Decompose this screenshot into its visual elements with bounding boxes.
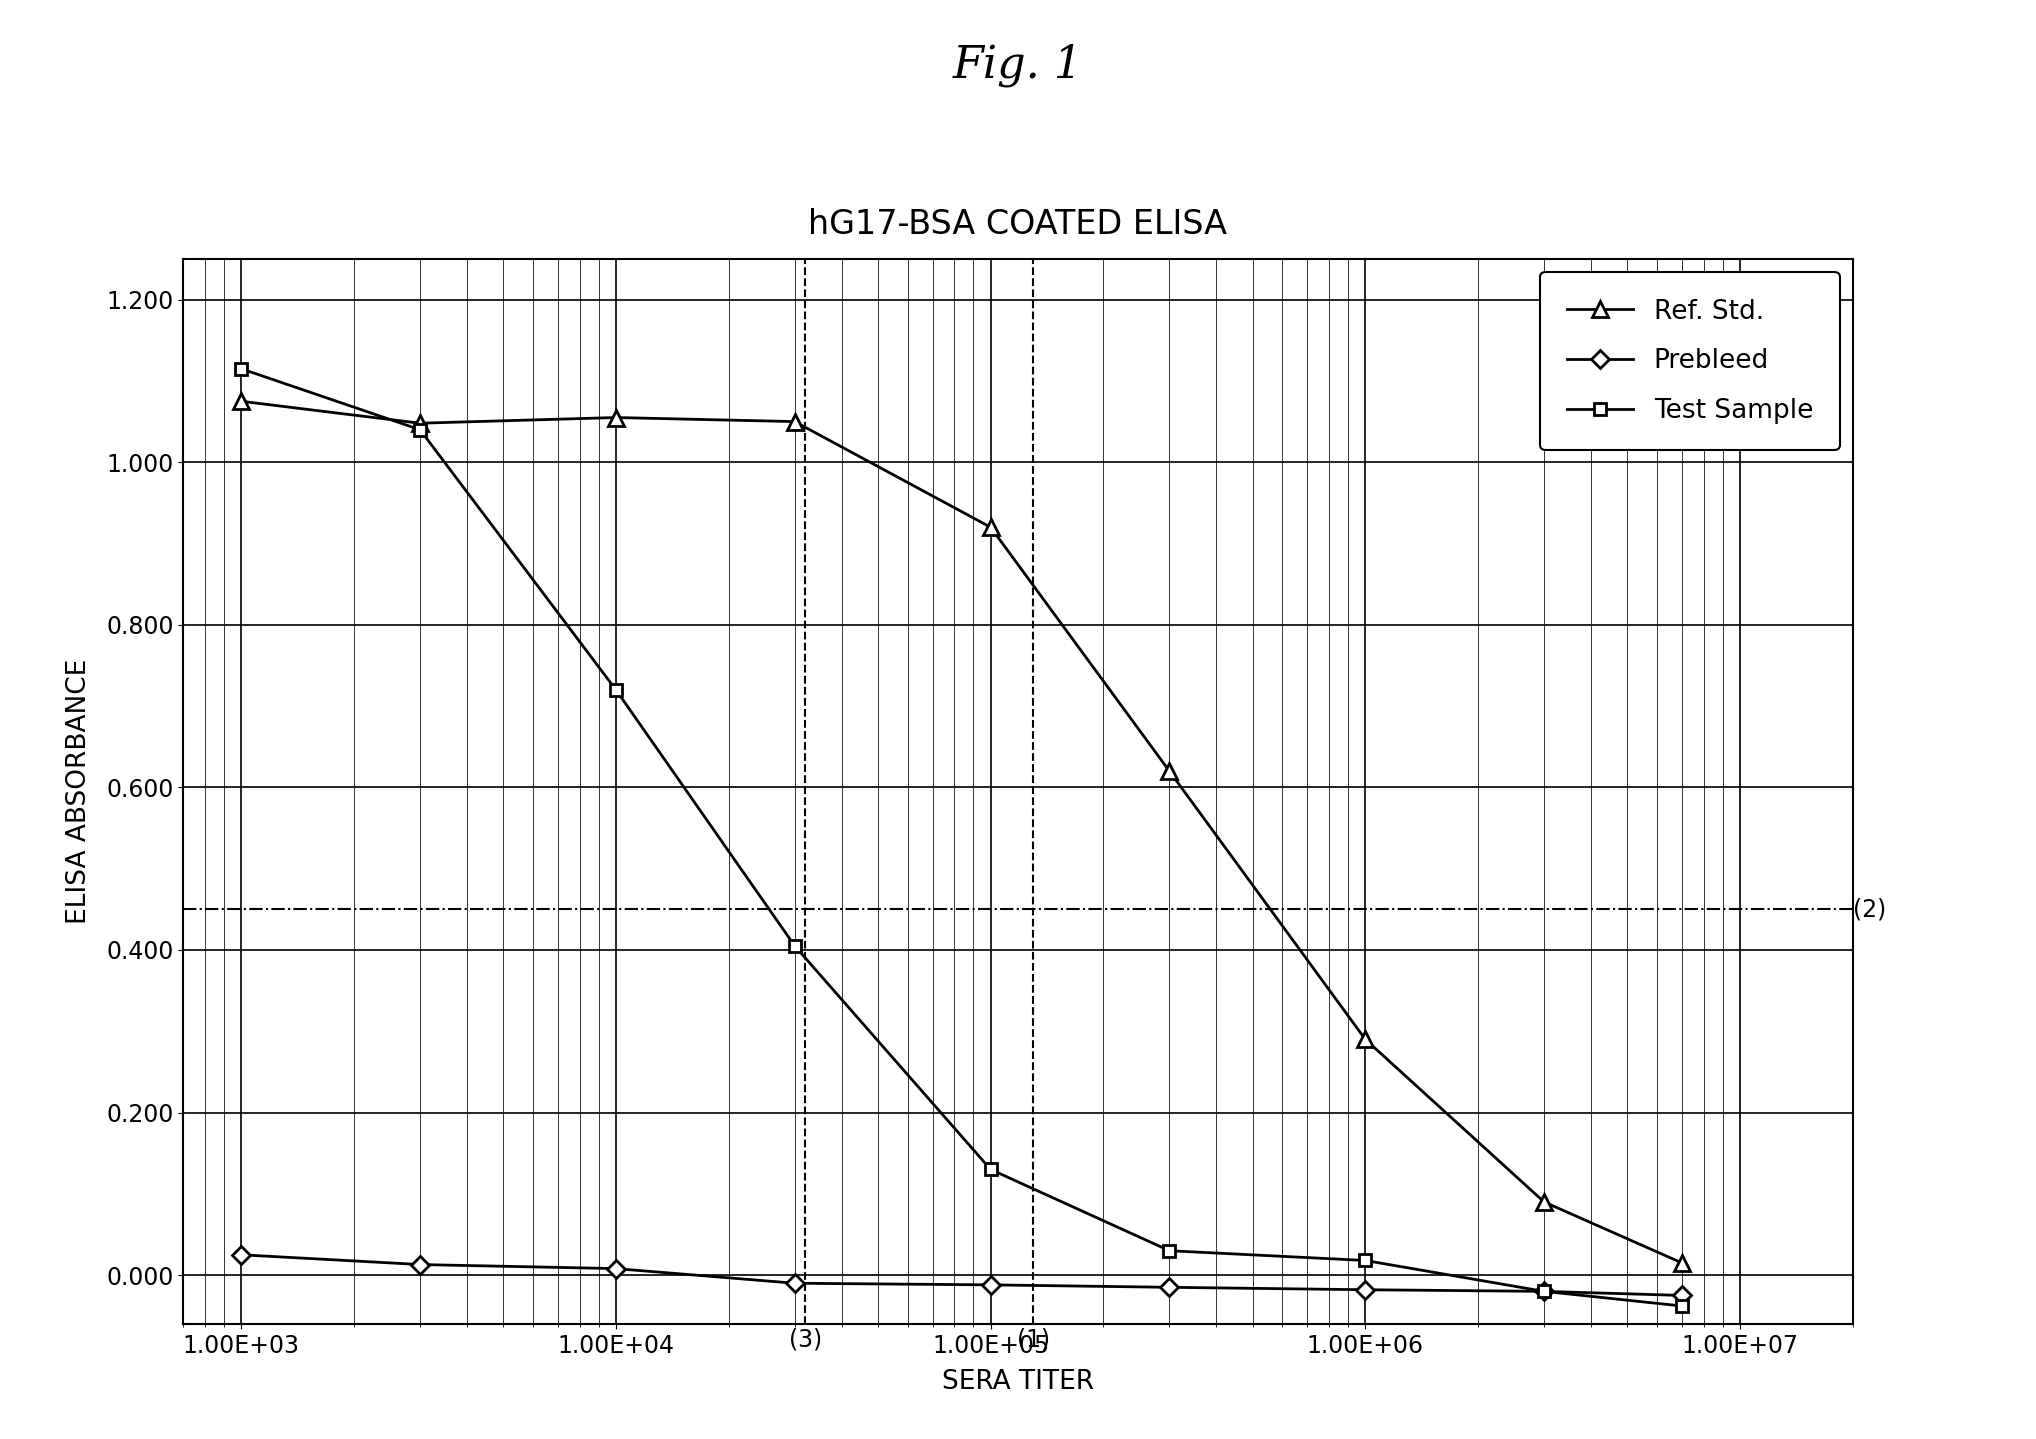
Test Sample: [230, 360, 254, 377]
Legend: Ref. Std., Prebleed, Test Sample: Ref. Std., Prebleed, Test Sample: [1541, 272, 1841, 450]
Prebleed: [1156, 1279, 1181, 1297]
Prebleed: [979, 1276, 1004, 1294]
Ref. Std.: [1156, 763, 1181, 780]
Test Sample: [1531, 1282, 1556, 1299]
Prebleed: [782, 1275, 806, 1292]
Title: hG17-BSA COATED ELISA: hG17-BSA COATED ELISA: [808, 209, 1228, 240]
Test Sample: [1670, 1298, 1694, 1315]
Line: Test Sample: Test Sample: [234, 363, 1688, 1312]
Line: Ref. Std.: Ref. Std.: [234, 394, 1690, 1271]
Line: Prebleed: Prebleed: [234, 1249, 1688, 1302]
Text: Fig. 1: Fig. 1: [953, 43, 1083, 86]
Prebleed: [407, 1256, 432, 1274]
Test Sample: [1354, 1252, 1378, 1269]
Ref. Std.: [605, 409, 629, 426]
Test Sample: [407, 422, 432, 439]
Ref. Std.: [1670, 1255, 1694, 1272]
Y-axis label: ELISA ABSORBANCE: ELISA ABSORBANCE: [65, 659, 92, 924]
Ref. Std.: [1531, 1193, 1556, 1210]
Test Sample: [782, 937, 806, 954]
Ref. Std.: [979, 518, 1004, 535]
Prebleed: [1354, 1281, 1378, 1298]
Ref. Std.: [230, 393, 254, 410]
Text: (1): (1): [1016, 1328, 1051, 1353]
Test Sample: [605, 681, 629, 698]
Test Sample: [1156, 1242, 1181, 1259]
Text: (2): (2): [1853, 898, 1885, 921]
Ref. Std.: [407, 414, 432, 432]
Prebleed: [230, 1246, 254, 1263]
Text: (3): (3): [788, 1328, 823, 1353]
Prebleed: [1670, 1286, 1694, 1304]
Ref. Std.: [1354, 1030, 1378, 1048]
Test Sample: [979, 1161, 1004, 1179]
Ref. Std.: [782, 413, 806, 430]
Prebleed: [605, 1261, 629, 1278]
X-axis label: SERA TITER: SERA TITER: [943, 1368, 1093, 1394]
Prebleed: [1531, 1282, 1556, 1299]
